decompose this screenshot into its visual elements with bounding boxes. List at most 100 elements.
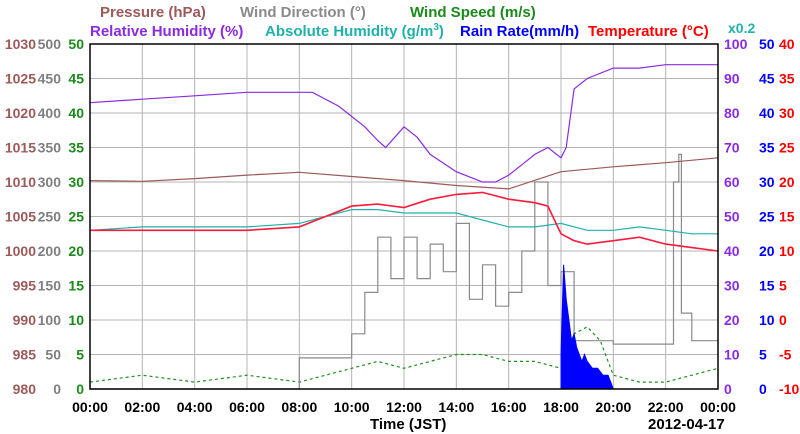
legend-relative-humidity: Relative Humidity (%) bbox=[90, 23, 243, 40]
legend-scale-note: x0.2 bbox=[728, 20, 755, 36]
grid-lines bbox=[90, 44, 718, 389]
legend-wind-speed: Wind Speed (m/s) bbox=[410, 4, 536, 21]
legend-ah-prefix: Absolute Humidity (g/m bbox=[265, 23, 433, 40]
tick-label: 30 bbox=[68, 174, 84, 190]
tick-label: 1030 bbox=[5, 36, 36, 52]
x-tick-label: 06:00 bbox=[229, 399, 265, 415]
legend-wind-direction: Wind Direction (°) bbox=[240, 4, 366, 21]
tick-label: 980 bbox=[13, 381, 37, 397]
legend-pressure: Pressure (hPa) bbox=[100, 4, 206, 21]
tick-label: 100 bbox=[724, 36, 748, 52]
tick-label: 10 bbox=[779, 243, 795, 259]
tick-label: 40 bbox=[779, 36, 795, 52]
x-tick-label: 10:00 bbox=[334, 399, 370, 415]
x-tick-label: 18:00 bbox=[543, 399, 579, 415]
tick-label: 40 bbox=[724, 243, 740, 259]
tick-label: 50 bbox=[759, 36, 775, 52]
x-tick-label: 14:00 bbox=[438, 399, 474, 415]
tick-label: 60 bbox=[724, 174, 740, 190]
date-label: 2012-04-17 bbox=[648, 416, 725, 433]
tick-label: 1020 bbox=[5, 105, 36, 121]
tick-label: 70 bbox=[724, 140, 740, 156]
tick-label: 15 bbox=[759, 278, 775, 294]
tick-label: 100 bbox=[38, 312, 62, 328]
tick-label: 15 bbox=[779, 209, 795, 225]
tick-label: 5 bbox=[76, 347, 84, 363]
x-tick-label: 12:00 bbox=[386, 399, 422, 415]
series-layer bbox=[89, 64, 719, 390]
tick-label: 90 bbox=[724, 71, 740, 87]
tick-label: 0 bbox=[759, 381, 767, 397]
tick-label: 990 bbox=[13, 312, 37, 328]
tick-label: 25 bbox=[779, 140, 795, 156]
tick-label: 1015 bbox=[5, 140, 36, 156]
tick-label: 20 bbox=[779, 174, 795, 190]
x-tick-label: 00:00 bbox=[700, 399, 736, 415]
tick-label: 5 bbox=[779, 278, 787, 294]
tick-label: -10 bbox=[779, 381, 799, 397]
series-wind-speed bbox=[89, 326, 719, 383]
series-wind-direction bbox=[90, 153, 718, 390]
x-tick-label: 02:00 bbox=[124, 399, 160, 415]
tick-label: 10 bbox=[68, 312, 84, 328]
plot-frame bbox=[89, 43, 719, 390]
axis-time: 00:00 02:00 04:00 06:00 08:00 10:00 12:00 14:00… bbox=[72, 399, 736, 415]
tick-label: 35 bbox=[779, 71, 795, 87]
tick-label: 45 bbox=[759, 71, 775, 87]
series-rain-rate bbox=[560, 264, 614, 390]
tick-label: 10 bbox=[759, 312, 775, 328]
x-tick-label: 16:00 bbox=[491, 399, 527, 415]
tick-label: 30 bbox=[724, 278, 740, 294]
tick-label: 0 bbox=[779, 312, 787, 328]
tick-label: 250 bbox=[38, 209, 62, 225]
x-tick-label: 04:00 bbox=[177, 399, 213, 415]
tick-label: 995 bbox=[13, 278, 37, 294]
legend-absolute-humidity: Absolute Humidity (g/m3) bbox=[265, 22, 444, 40]
tick-label: 350 bbox=[38, 140, 62, 156]
tick-label: 50 bbox=[68, 36, 84, 52]
tick-label: 500 bbox=[38, 36, 62, 52]
x-axis-label: Time (JST) bbox=[370, 416, 446, 433]
x-tick-label: 08:00 bbox=[281, 399, 317, 415]
tick-label: 50 bbox=[724, 209, 740, 225]
tick-label: 40 bbox=[68, 105, 84, 121]
tick-label: 30 bbox=[779, 105, 795, 121]
tick-label: 35 bbox=[759, 140, 775, 156]
tick-label: 5 bbox=[759, 347, 767, 363]
tick-label: 25 bbox=[759, 209, 775, 225]
tick-label: 200 bbox=[38, 243, 62, 259]
tick-label: 300 bbox=[38, 174, 62, 190]
tick-label: 1025 bbox=[5, 71, 36, 87]
tick-label: 20 bbox=[68, 243, 84, 259]
legend-ah-sup: 3 bbox=[433, 22, 439, 33]
tick-label: 80 bbox=[724, 105, 740, 121]
tick-label: -5 bbox=[779, 347, 792, 363]
series-absolute-humidity bbox=[89, 209, 718, 235]
tick-label: 40 bbox=[759, 105, 775, 121]
tick-label: 0 bbox=[53, 381, 61, 397]
tick-label: 20 bbox=[759, 243, 775, 259]
x-tick-label: 00:00 bbox=[72, 399, 108, 415]
tick-label: 20 bbox=[724, 312, 740, 328]
tick-label: 50 bbox=[45, 347, 61, 363]
x-tick-label: 22:00 bbox=[648, 399, 684, 415]
tick-label: 985 bbox=[13, 347, 37, 363]
series-temperature bbox=[90, 191, 719, 252]
tick-label: 1010 bbox=[5, 174, 36, 190]
legend-rain-rate: Rain Rate(mm/h) bbox=[460, 23, 579, 40]
svg-text:Absolute Humidity (g/m3): Absolute Humidity (g/m3) bbox=[265, 22, 444, 40]
series-relative-humidity bbox=[89, 64, 718, 183]
tick-label: 450 bbox=[38, 71, 62, 87]
tick-label: 0 bbox=[724, 381, 732, 397]
axis-temperature: 40 35 30 25 20 15 10 5 0 -5 -10 bbox=[779, 36, 799, 397]
tick-label: 150 bbox=[38, 278, 62, 294]
plot-area bbox=[89, 43, 719, 390]
tick-label: 15 bbox=[68, 278, 84, 294]
tick-label: 30 bbox=[759, 174, 775, 190]
tick-label: 45 bbox=[68, 71, 84, 87]
tick-label: 1005 bbox=[5, 209, 36, 225]
